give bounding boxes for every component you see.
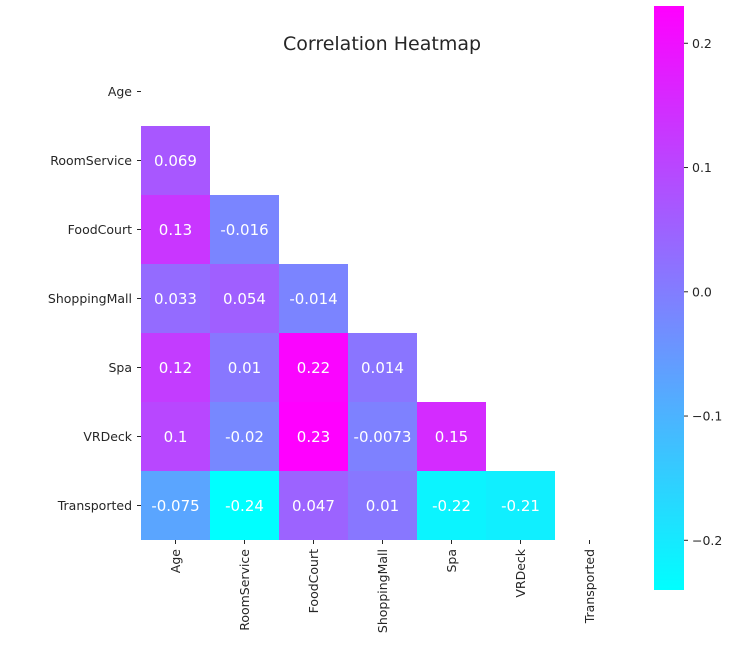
colorbar-tick-label: −0.1 — [692, 409, 722, 424]
heatmap-cell-roomservice-age — [141, 126, 210, 195]
heatmap-cell-spa-shoppingmall — [348, 333, 417, 402]
x-tick-label-spa: Spa — [444, 549, 459, 573]
heatmap-cell-shoppingmall-age — [141, 264, 210, 333]
cell-value-label: -0.24 — [225, 497, 264, 515]
heatmap-cell-spa-age — [141, 333, 210, 402]
cell-value-label: 0.033 — [154, 290, 197, 308]
x-tick-label-foodcourt: FoodCourt — [306, 549, 321, 613]
cell-value-label: 0.22 — [297, 359, 330, 377]
y-tick-label-shoppingmall: ShoppingMall — [48, 291, 132, 306]
x-tick-label-transported: Transported — [582, 549, 597, 624]
cell-value-label: 0.12 — [159, 359, 192, 377]
cell-value-label: -0.014 — [289, 290, 337, 308]
cell-value-label: -0.0073 — [354, 428, 412, 446]
colorbar — [654, 6, 684, 590]
cell-value-label: -0.075 — [151, 497, 199, 515]
heatmap-cell-transported-foodcourt — [279, 471, 348, 540]
heatmap-cells — [141, 126, 555, 540]
heatmap-cell-foodcourt-age — [141, 195, 210, 264]
heatmap-cell-vrdeck-shoppingmall — [348, 402, 417, 471]
cell-value-label: 0.047 — [292, 497, 335, 515]
heatmap-cell-transported-roomservice — [210, 471, 279, 540]
colorbar-gradient — [654, 6, 684, 590]
cell-value-label: 0.23 — [297, 428, 330, 446]
heatmap-cell-spa-roomservice — [210, 333, 279, 402]
heatmap-cell-vrdeck-roomservice — [210, 402, 279, 471]
cell-value-label: 0.15 — [435, 428, 468, 446]
y-tick-label-transported: Transported — [57, 498, 132, 513]
cell-value-label: -0.22 — [432, 497, 471, 515]
heatmap-cell-vrdeck-spa — [417, 402, 486, 471]
cell-value-label: -0.016 — [220, 221, 268, 239]
cell-value-label: 0.1 — [164, 428, 188, 446]
cell-value-label: 0.054 — [223, 290, 266, 308]
x-axis: Age RoomService FoodCourt ShoppingMall Spa VR… — [168, 540, 597, 633]
cell-value-label: -0.21 — [501, 497, 540, 515]
y-tick-label-age: Age — [108, 84, 132, 99]
y-tick-label-vrdeck: VRDeck — [83, 429, 132, 444]
heatmap-annotations: 0.069 0.13 -0.016 0.033 0.054 -0.014 0.12 0.01 0… — [151, 152, 540, 515]
cell-value-label: 0.13 — [159, 221, 192, 239]
cell-value-label: 0.01 — [366, 497, 399, 515]
cell-value-label: 0.01 — [228, 359, 261, 377]
colorbar-ticks: 0.2 0.1 0.0 −0.1 −0.2 — [684, 36, 722, 548]
colorbar-tick-label: 0.2 — [692, 36, 712, 51]
y-axis: Age RoomService FoodCourt ShoppingMall Spa VR… — [48, 84, 141, 513]
y-tick-label-spa: Spa — [108, 360, 132, 375]
y-tick-label-foodcourt: FoodCourt — [68, 222, 132, 237]
chart-title: Correlation Heatmap — [283, 33, 481, 55]
y-tick-label-roomservice: RoomService — [50, 153, 132, 168]
heatmap-cell-shoppingmall-roomservice — [210, 264, 279, 333]
heatmap-cell-foodcourt-roomservice — [210, 195, 279, 264]
heatmap-cell-transported-age — [141, 471, 210, 540]
cell-value-label: 0.069 — [154, 152, 197, 170]
heatmap-cell-transported-shoppingmall — [348, 471, 417, 540]
cell-value-label: -0.02 — [225, 428, 264, 446]
heatmap-cell-vrdeck-age — [141, 402, 210, 471]
heatmap-cell-shoppingmall-foodcourt — [279, 264, 348, 333]
heatmap-cell-transported-spa — [417, 471, 486, 540]
x-tick-label-vrdeck: VRDeck — [513, 548, 528, 597]
colorbar-tick-label: 0.0 — [692, 284, 712, 299]
heatmap-cell-transported-vrdeck — [486, 471, 555, 540]
x-tick-label-roomservice: RoomService — [237, 549, 252, 631]
colorbar-tick-label: 0.1 — [692, 160, 712, 175]
cell-value-label: 0.014 — [361, 359, 404, 377]
heatmap-cell-vrdeck-foodcourt — [279, 402, 348, 471]
colorbar-tick-label: −0.2 — [692, 533, 722, 548]
x-tick-label-age: Age — [168, 549, 183, 573]
x-tick-label-shoppingmall: ShoppingMall — [375, 549, 390, 633]
heatmap-cell-spa-foodcourt — [279, 333, 348, 402]
